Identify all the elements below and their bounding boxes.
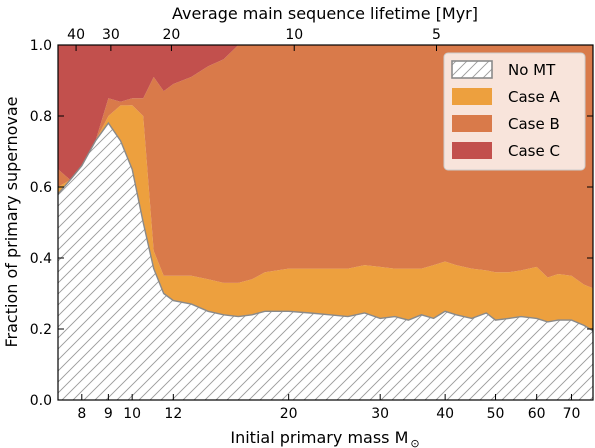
area-no-mt bbox=[58, 123, 593, 400]
y-tick-label: 0.4 bbox=[30, 251, 52, 267]
area-case-a bbox=[58, 105, 593, 331]
x-tick-label: 10 bbox=[123, 406, 141, 422]
x-axis-label-main: Initial primary mass M bbox=[230, 428, 408, 447]
x-tick-label: 50 bbox=[487, 406, 505, 422]
area-no-mt-edge bbox=[58, 121, 593, 332]
legend-label-no-mt: No MT bbox=[508, 61, 556, 79]
x-axis-label-subscript: ⊙ bbox=[410, 437, 419, 448]
top-axis-label: Average main sequence lifetime [Myr] bbox=[172, 4, 478, 23]
y-tick-label: 1.0 bbox=[30, 38, 52, 54]
x-tick-label: 8 bbox=[77, 406, 86, 422]
x-tick-label: 30 bbox=[371, 406, 389, 422]
legend-box bbox=[443, 52, 586, 171]
plot-frame bbox=[57, 44, 594, 401]
y-axis-label: Fraction of primary supernovae bbox=[2, 97, 21, 348]
x-tick-label: 40 bbox=[436, 406, 454, 422]
y-tick-label: 0.8 bbox=[30, 109, 52, 125]
top-tick-label: 40 bbox=[67, 27, 85, 43]
area-case-c bbox=[58, 45, 593, 180]
x-axis-label: Initial primary mass M ⊙ bbox=[230, 428, 419, 448]
x-tick-label: 70 bbox=[563, 406, 581, 422]
x-tick-label: 9 bbox=[104, 406, 113, 422]
y-tick-label: 0.6 bbox=[30, 180, 52, 196]
legend-label-case-c: Case C bbox=[508, 142, 560, 160]
legend-swatch-case-a bbox=[452, 88, 492, 105]
legend: No MT Case A Case B Case C bbox=[443, 52, 586, 171]
legend-swatch-case-b bbox=[452, 115, 492, 132]
y-axis: 0.0 0.2 0.4 0.6 0.8 1.0 bbox=[30, 38, 593, 409]
y-tick-label: 0.2 bbox=[30, 322, 52, 338]
y-tick-label: 0.0 bbox=[30, 393, 52, 409]
top-tick-label: 10 bbox=[285, 27, 303, 43]
x-tick-label: 20 bbox=[280, 406, 298, 422]
top-tick-label: 20 bbox=[163, 27, 181, 43]
legend-label-case-a: Case A bbox=[508, 88, 560, 106]
legend-swatch-no-mt bbox=[451, 60, 493, 79]
legend-swatch-case-c bbox=[452, 142, 492, 159]
x-tick-label: 12 bbox=[164, 406, 182, 422]
top-tick-label: 5 bbox=[432, 27, 441, 43]
top-tick-label: 30 bbox=[102, 27, 120, 43]
legend-label-case-b: Case B bbox=[508, 115, 560, 133]
top-axis: 40 30 20 10 5 bbox=[67, 27, 441, 51]
x-tick-label: 60 bbox=[528, 406, 546, 422]
x-axis: 8 9 10 12 20 30 40 50 60 70 bbox=[77, 394, 580, 422]
